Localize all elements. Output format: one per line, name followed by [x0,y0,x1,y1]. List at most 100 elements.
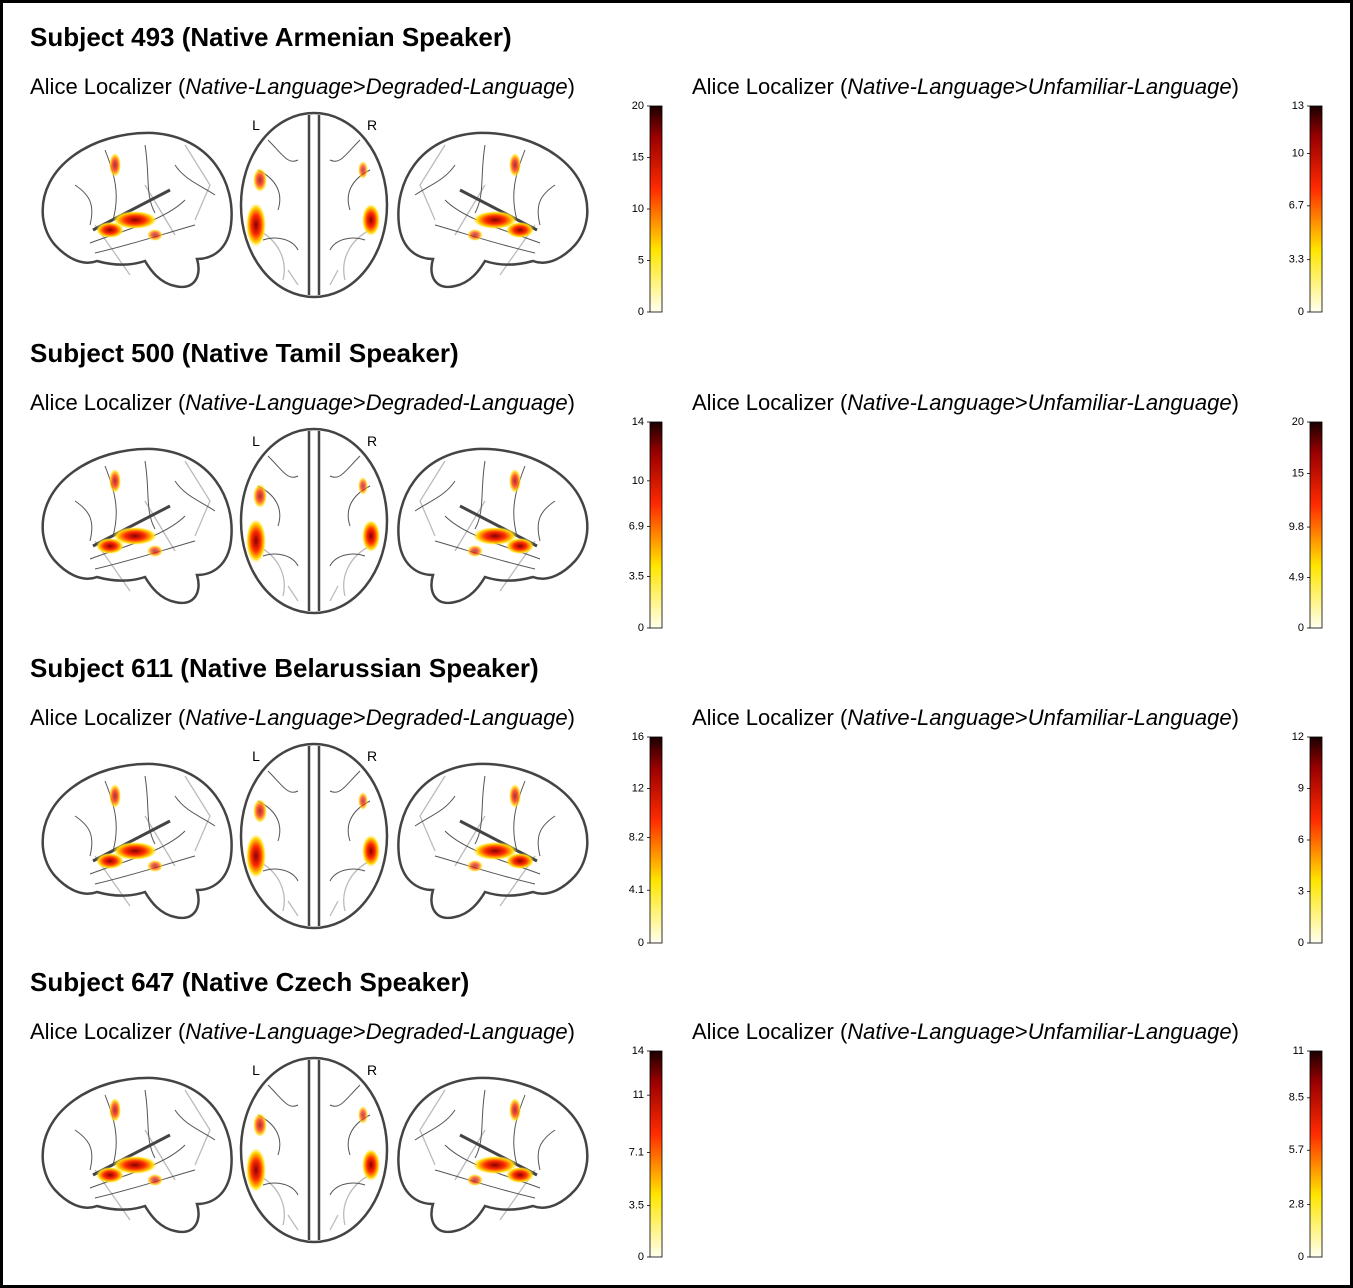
left-label: L [252,748,260,764]
title-part: Degraded-Language [366,74,568,99]
frame [2,2,1352,1287]
panel-title: Alice Localizer (Native-Language>Unfamil… [692,390,1239,415]
title-part: Degraded-Language [366,705,568,730]
colorbar-tick-label: 0 [638,1251,644,1263]
colorbar-tick-label: 0 [1298,937,1304,949]
title-part: Alice Localizer ( [692,74,848,99]
colorbar [650,106,662,312]
colorbar [1310,106,1322,312]
colorbar-tick-label: 3.5 [629,1199,644,1211]
title-part: > [353,74,366,99]
title-part: Alice Localizer ( [30,74,186,99]
colorbar-tick-label: 4.1 [629,884,644,896]
right-label: R [367,433,377,449]
colorbar-tick-label: 6.9 [629,520,644,532]
title-part: Native-Language [185,74,353,99]
colorbar [1310,1051,1322,1257]
colorbar-tick-label: 4.9 [1289,571,1304,583]
right-label: R [367,748,377,764]
colorbar-tick-label: 3.5 [629,570,644,582]
panel-title: Alice Localizer (Native-Language>Unfamil… [692,705,1239,730]
colorbar-tick-label: 7.1 [629,1146,644,1158]
colorbar-tick-label: 8.2 [629,831,644,843]
colorbar-tick-label: 11 [633,1089,644,1101]
title-part: Degraded-Language [366,390,568,415]
brain-right-view [398,449,587,603]
colorbar-tick-label: 6.7 [1289,200,1304,212]
colorbar-tick-label: 14 [632,416,644,428]
brain-right-view [398,133,587,287]
brain-top-view [241,429,387,613]
colorbar [650,1051,662,1257]
panel-title: Alice Localizer (Native-Language>Degrade… [30,1019,575,1044]
subject-title: Subject 493 (Native Armenian Speaker) [30,22,512,52]
title-part: Native-Language [847,390,1015,415]
colorbar-tick-label: 10 [632,475,644,487]
colorbar-tick-label: 14 [632,1045,644,1057]
title-part: > [1015,705,1028,730]
brain-right-view [398,764,587,918]
panel-title: Alice Localizer (Native-Language>Degrade… [30,705,575,730]
title-part: Native-Language [185,705,353,730]
subject-title: Subject 647 (Native Czech Speaker) [30,967,469,997]
panel-title: Alice Localizer (Native-Language>Unfamil… [692,1019,1239,1044]
colorbar-tick-label: 20 [632,100,644,112]
title-part: Alice Localizer ( [30,390,186,415]
title-part: Alice Localizer ( [30,1019,186,1044]
colorbar-tick-label: 0 [638,937,644,949]
colorbar-tick-label: 9 [1298,782,1304,794]
left-label: L [252,117,260,133]
title-part: > [353,705,366,730]
title-part: Unfamiliar-Language [1028,705,1232,730]
colorbar-tick-label: 3.3 [1289,254,1304,266]
brain-right-view [398,1078,587,1232]
panel-title: Alice Localizer (Native-Language>Unfamil… [692,74,1239,99]
colorbar-tick-label: 0 [638,306,644,318]
colorbar-tick-label: 6 [1298,834,1304,846]
colorbar-tick-label: 3 [1298,885,1304,897]
title-part: Native-Language [847,74,1015,99]
brain-top-view [241,1058,387,1242]
title-part: Unfamiliar-Language [1028,74,1232,99]
colorbar-tick-label: 0 [638,622,644,634]
title-part: ) [568,74,575,99]
title-part: ) [1232,74,1239,99]
title-part: Native-Language [185,1019,353,1044]
right-label: R [367,1062,377,1078]
title-part: Alice Localizer ( [30,705,186,730]
right-label: R [367,117,377,133]
colorbar-tick-label: 12 [632,782,644,794]
colorbar-tick-label: 15 [1292,467,1304,479]
title-part: Unfamiliar-Language [1028,1019,1232,1044]
colorbar-tick-label: 5 [638,254,644,266]
colorbar-tick-label: 0 [1298,306,1304,318]
brain-left-view [43,133,232,287]
colorbar-tick-label: 0 [1298,622,1304,634]
title-part: ) [568,390,575,415]
colorbar-tick-label: 10 [632,203,644,215]
colorbar-tick-label: 16 [632,731,644,743]
colorbar-tick-label: 10 [1292,147,1304,159]
title-part: > [1015,74,1028,99]
title-part: Native-Language [847,705,1015,730]
colorbar [1310,737,1322,943]
title-part: Unfamiliar-Language [1028,390,1232,415]
colorbar-tick-label: 15 [632,151,644,163]
brain-top-view [241,113,387,297]
title-part: ) [1232,705,1239,730]
title-part: Native-Language [847,1019,1015,1044]
subject-title: Subject 500 (Native Tamil Speaker) [30,338,459,368]
colorbar-tick-label: 2.8 [1289,1198,1304,1210]
title-part: ) [568,705,575,730]
colorbar-tick-label: 20 [1292,416,1304,428]
panel-title: Alice Localizer (Native-Language>Degrade… [30,74,575,99]
title-part: Alice Localizer ( [692,1019,848,1044]
title-part: ) [1232,390,1239,415]
brain-top-view [241,744,387,928]
colorbar-tick-label: 12 [1292,731,1304,743]
title-part: Degraded-Language [366,1019,568,1044]
colorbar-tick-label: 11 [1293,1045,1304,1057]
colorbar [650,422,662,628]
title-part: Alice Localizer ( [692,705,848,730]
title-part: > [1015,1019,1028,1044]
